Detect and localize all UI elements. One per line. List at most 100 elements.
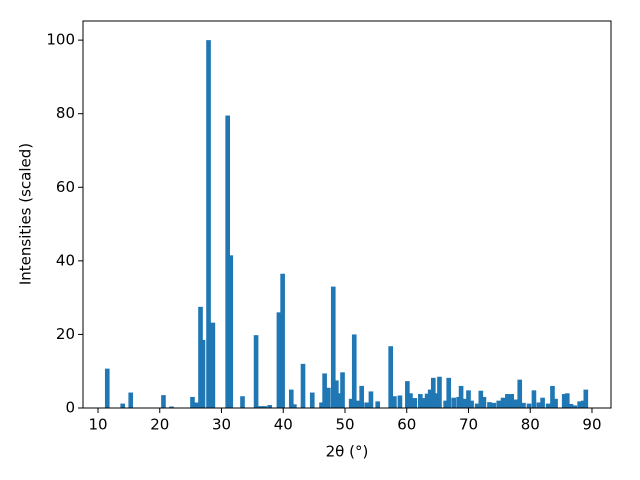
bar bbox=[478, 390, 484, 408]
bar bbox=[550, 385, 555, 408]
bar bbox=[577, 401, 582, 408]
bar bbox=[276, 312, 282, 408]
bar bbox=[433, 393, 439, 408]
bar bbox=[210, 322, 216, 408]
bar bbox=[340, 372, 345, 408]
bar bbox=[392, 396, 397, 408]
bar bbox=[545, 403, 551, 408]
bar bbox=[500, 397, 506, 408]
bar bbox=[300, 363, 306, 408]
bar bbox=[375, 401, 381, 408]
bar bbox=[336, 393, 342, 408]
bar bbox=[206, 40, 211, 409]
x-tick-label: 50 bbox=[335, 416, 354, 434]
bar bbox=[505, 394, 510, 408]
bar bbox=[456, 396, 461, 408]
bar bbox=[540, 397, 545, 408]
bar bbox=[330, 286, 336, 408]
bar bbox=[368, 391, 374, 408]
bar bbox=[405, 381, 410, 408]
bar bbox=[491, 402, 497, 408]
x-tick-label: 40 bbox=[274, 416, 293, 434]
bar bbox=[326, 387, 331, 408]
bar bbox=[356, 400, 361, 408]
bar bbox=[200, 339, 206, 408]
bar bbox=[408, 393, 413, 408]
bar bbox=[424, 393, 430, 408]
x-tick-label: 20 bbox=[150, 416, 169, 434]
bar bbox=[561, 394, 567, 408]
bar bbox=[267, 405, 272, 408]
y-axis-label: Intensities (scaled) bbox=[17, 143, 35, 285]
bar bbox=[412, 398, 418, 408]
x-tick-label: 80 bbox=[521, 416, 540, 434]
bar bbox=[581, 400, 586, 408]
bar bbox=[288, 389, 294, 408]
bar bbox=[564, 393, 570, 408]
bar bbox=[253, 335, 259, 408]
bar bbox=[190, 396, 195, 408]
bar bbox=[451, 397, 456, 408]
bar bbox=[513, 399, 519, 408]
bar bbox=[228, 255, 234, 408]
bar bbox=[583, 389, 589, 408]
bar bbox=[517, 379, 523, 408]
bar bbox=[309, 392, 315, 408]
y-tick-label: 60 bbox=[56, 178, 75, 196]
bar bbox=[120, 403, 126, 408]
bar bbox=[388, 346, 394, 408]
bar bbox=[198, 306, 203, 408]
bar bbox=[446, 377, 452, 408]
bar bbox=[430, 377, 436, 408]
bar bbox=[521, 402, 526, 408]
y-tick-label: 20 bbox=[56, 325, 75, 343]
bar bbox=[322, 373, 327, 408]
x-tick-label: 60 bbox=[397, 416, 416, 434]
bar bbox=[458, 385, 464, 408]
y-tick-label: 100 bbox=[46, 31, 75, 49]
bar bbox=[553, 398, 558, 408]
bar bbox=[161, 395, 166, 408]
bar bbox=[496, 400, 502, 408]
bar bbox=[568, 403, 574, 408]
bar bbox=[469, 400, 474, 408]
bar bbox=[487, 402, 492, 408]
bar bbox=[364, 402, 369, 408]
bar bbox=[240, 396, 245, 408]
plot-area bbox=[104, 40, 589, 409]
x-tick-label: 30 bbox=[212, 416, 231, 434]
bar bbox=[531, 390, 537, 408]
x-tick-label: 90 bbox=[582, 416, 601, 434]
bar bbox=[258, 406, 263, 408]
bar bbox=[443, 400, 448, 408]
x-axis-label: 2θ (°) bbox=[326, 443, 369, 461]
bar bbox=[225, 115, 230, 408]
bar bbox=[359, 385, 364, 408]
bar bbox=[461, 398, 467, 408]
bar bbox=[104, 368, 110, 408]
bar bbox=[292, 404, 297, 408]
bar bbox=[169, 406, 174, 408]
bar bbox=[418, 394, 423, 408]
bar bbox=[351, 334, 357, 408]
bar bbox=[481, 396, 487, 408]
bar bbox=[509, 394, 515, 408]
x-tick-label: 10 bbox=[88, 416, 107, 434]
x-tick-label: 70 bbox=[459, 416, 478, 434]
bar bbox=[536, 402, 542, 408]
bar bbox=[397, 395, 403, 408]
bar bbox=[466, 390, 471, 408]
bar bbox=[572, 405, 578, 408]
y-tick-label: 80 bbox=[56, 104, 75, 122]
bar bbox=[194, 402, 200, 408]
bar bbox=[526, 403, 532, 408]
bar bbox=[437, 376, 442, 408]
y-tick-label: 0 bbox=[65, 399, 75, 417]
axes-frame bbox=[82, 20, 612, 409]
bar bbox=[334, 380, 339, 408]
bar bbox=[474, 403, 480, 408]
y-tick-label: 40 bbox=[56, 251, 75, 269]
bar bbox=[348, 398, 354, 408]
